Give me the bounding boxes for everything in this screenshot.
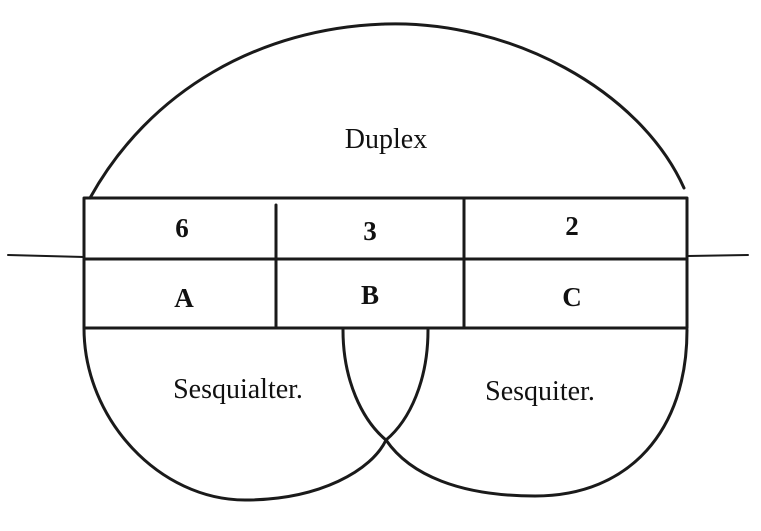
duplex-arch xyxy=(88,22,686,200)
cell-top-1: 6 xyxy=(175,213,189,243)
duplex-label: Duplex xyxy=(345,124,427,155)
table-frame xyxy=(82,196,689,330)
cell-bottom-1: A xyxy=(174,283,194,313)
baseline-left xyxy=(7,254,85,258)
sesquiter-label: Sesquiter. xyxy=(485,376,595,407)
cell-bottom-2: B xyxy=(361,280,379,310)
sesquialter-loop xyxy=(82,326,388,502)
baseline-right xyxy=(687,254,749,257)
cell-top-2: 3 xyxy=(363,216,377,246)
cell-bottom-3: C xyxy=(562,282,582,312)
sesquialter-label: Sesquialter. xyxy=(173,374,303,405)
cell-top-3: 2 xyxy=(565,211,579,241)
sesquiter-loop xyxy=(384,328,689,498)
